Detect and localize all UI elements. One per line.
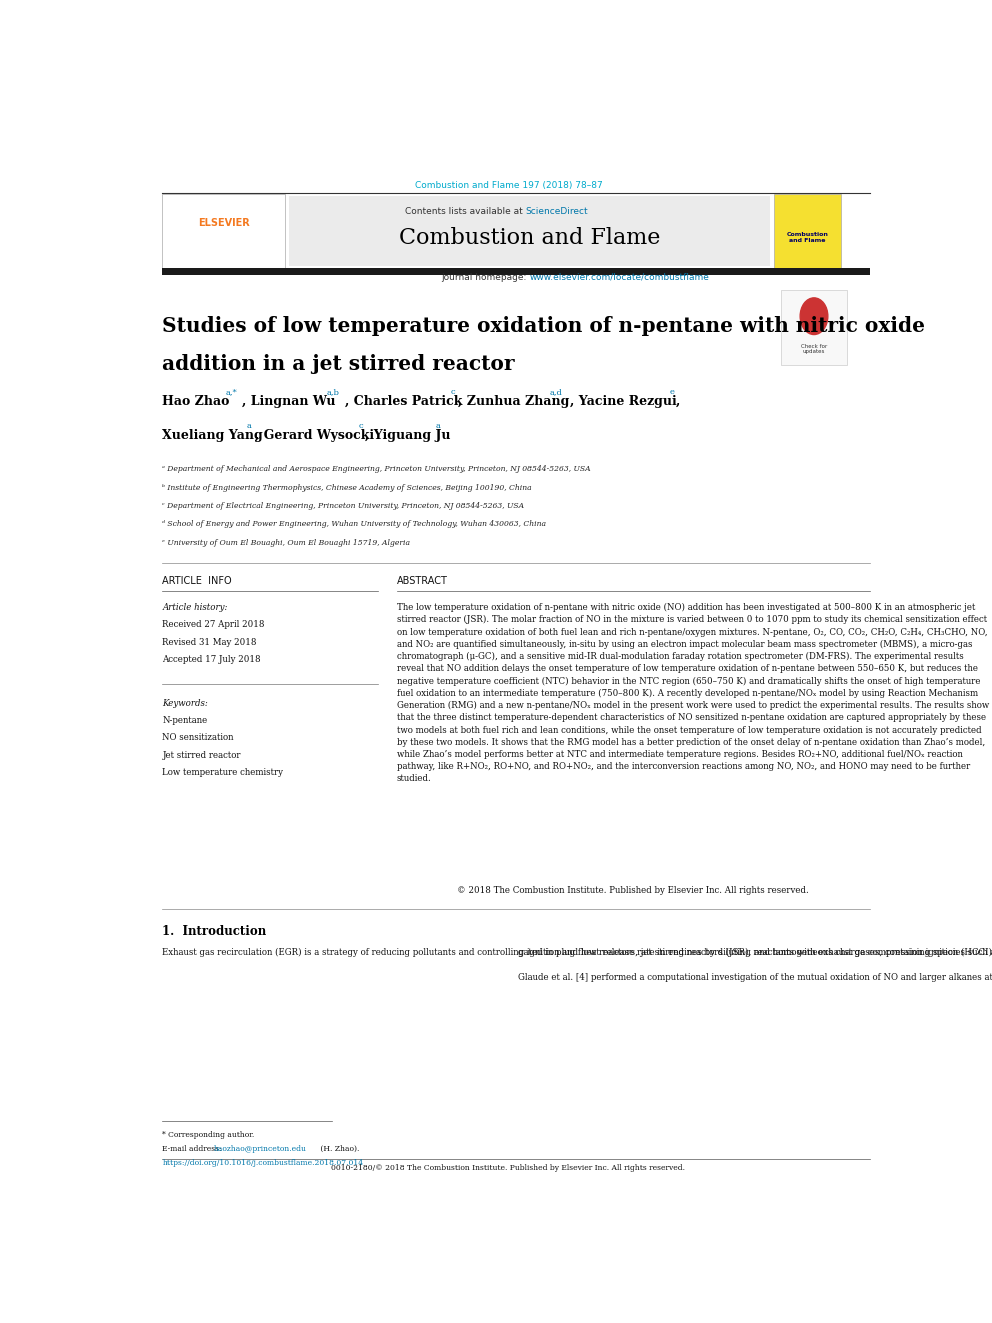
Text: haozhao@princeton.edu: haozhao@princeton.edu: [214, 1144, 307, 1152]
Bar: [782, 290, 847, 365]
Text: Combustion
and Flame: Combustion and Flame: [787, 232, 828, 242]
Text: www.elsevier.com/locate/combustflame: www.elsevier.com/locate/combustflame: [530, 273, 709, 282]
Text: Check for
updates: Check for updates: [801, 344, 827, 355]
Text: , Yacine Rezgui: , Yacine Rezgui: [570, 396, 677, 407]
Text: © 2018 The Combustion Institute. Published by Elsevier Inc. All rights reserved.: © 2018 The Combustion Institute. Publish…: [457, 886, 809, 896]
Text: ᶜ Department of Electrical Engineering, Princeton University, Princeton, NJ 0854: ᶜ Department of Electrical Engineering, …: [163, 501, 525, 511]
Text: ABSTRACT: ABSTRACT: [397, 577, 447, 586]
Text: , Gerard Wysocki: , Gerard Wysocki: [256, 429, 375, 442]
Text: Hao Zhao: Hao Zhao: [163, 396, 230, 407]
Text: Low temperature chemistry: Low temperature chemistry: [163, 767, 284, 777]
Text: , Yiguang Ju: , Yiguang Ju: [365, 429, 451, 442]
Text: addition in a jet stirred reactor: addition in a jet stirred reactor: [163, 355, 515, 374]
Text: c: c: [450, 388, 455, 396]
Text: c: c: [358, 422, 363, 430]
Text: * Corresponding author.: * Corresponding author.: [163, 1131, 255, 1139]
Text: E-mail address:: E-mail address:: [163, 1144, 224, 1152]
Text: Accepted 17 July 2018: Accepted 17 July 2018: [163, 655, 261, 664]
Text: Exhaust gas recirculation (EGR) is a strategy of reducing pollutants and control: Exhaust gas recirculation (EGR) is a str…: [163, 949, 992, 958]
Text: , Charles Patrick: , Charles Patrick: [344, 396, 462, 407]
Text: https://doi.org/10.1016/j.combustflame.2018.07.014: https://doi.org/10.1016/j.combustflame.2…: [163, 1159, 363, 1167]
Text: Jet stirred reactor: Jet stirred reactor: [163, 750, 241, 759]
Text: Article history:: Article history:: [163, 603, 228, 613]
Text: , Zunhua Zhang: , Zunhua Zhang: [457, 396, 569, 407]
Text: ARTICLE  INFO: ARTICLE INFO: [163, 577, 232, 586]
Text: 1.  Introduction: 1. Introduction: [163, 925, 267, 938]
Text: N-pentane: N-pentane: [163, 716, 207, 725]
Text: a,b: a,b: [326, 388, 339, 396]
Text: Received 27 April 2018: Received 27 April 2018: [163, 620, 265, 630]
Text: (H. Zhao).: (H. Zhao).: [317, 1144, 359, 1152]
Text: Xueliang Yang: Xueliang Yang: [163, 429, 263, 442]
Text: NO sensitization: NO sensitization: [163, 733, 234, 742]
Text: a: a: [435, 422, 440, 430]
Bar: [290, 196, 770, 266]
Bar: [163, 267, 870, 275]
Text: 0010-2180/© 2018 The Combustion Institute. Published by Elsevier Inc. All rights: 0010-2180/© 2018 The Combustion Institut…: [331, 1164, 685, 1172]
Text: ELSEVIER: ELSEVIER: [198, 218, 250, 228]
Bar: [774, 194, 841, 269]
Text: e: e: [670, 388, 675, 396]
Text: Combustion and Flame 197 (2018) 78–87: Combustion and Flame 197 (2018) 78–87: [415, 181, 602, 191]
Text: a: a: [247, 422, 252, 430]
Text: Combustion and Flame: Combustion and Flame: [399, 228, 661, 250]
Circle shape: [801, 298, 828, 335]
Text: ,: ,: [676, 396, 681, 407]
Text: a,d: a,d: [550, 388, 562, 396]
Text: ScienceDirect: ScienceDirect: [526, 206, 588, 216]
Text: a,*: a,*: [225, 388, 237, 396]
Text: gated in plug flow reactors, jet stirred reactors (JSR), and homogeneous charge : gated in plug flow reactors, jet stirred…: [519, 949, 992, 982]
Text: ᵃ Department of Mechanical and Aerospace Engineering, Princeton University, Prin: ᵃ Department of Mechanical and Aerospace…: [163, 466, 591, 474]
Text: Revised 31 May 2018: Revised 31 May 2018: [163, 638, 257, 647]
Text: Keywords:: Keywords:: [163, 699, 208, 708]
Text: ᵈ School of Energy and Power Engineering, Wuhan University of Technology, Wuhan : ᵈ School of Energy and Power Engineering…: [163, 520, 547, 528]
Text: The low temperature oxidation of n-pentane with nitric oxide (NO) addition has b: The low temperature oxidation of n-penta…: [397, 603, 989, 783]
Text: Contents lists available at: Contents lists available at: [405, 206, 526, 216]
Text: Studies of low temperature oxidation of n-pentane with nitric oxide: Studies of low temperature oxidation of …: [163, 316, 926, 336]
Text: , Lingnan Wu: , Lingnan Wu: [242, 396, 335, 407]
Text: journal homepage:: journal homepage:: [441, 273, 530, 282]
Bar: [163, 194, 286, 269]
Text: ᵉ University of Oum El Bouaghi, Oum El Bouaghi 15719, Algeria: ᵉ University of Oum El Bouaghi, Oum El B…: [163, 538, 411, 546]
Text: ᵇ Institute of Engineering Thermophysics, Chinese Academy of Sciences, Beijing 1: ᵇ Institute of Engineering Thermophysics…: [163, 484, 532, 492]
